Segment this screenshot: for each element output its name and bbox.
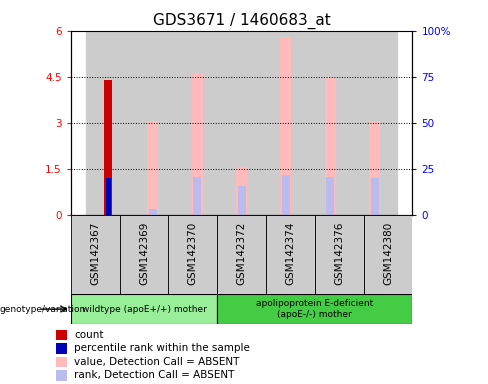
Text: count: count — [75, 330, 104, 340]
Bar — [217, 215, 266, 294]
Bar — [371, 178, 379, 215]
Bar — [131, 31, 175, 215]
Bar — [264, 31, 308, 215]
Text: GSM142369: GSM142369 — [139, 221, 149, 285]
Text: GSM142367: GSM142367 — [90, 221, 100, 285]
Bar — [56, 370, 67, 381]
Text: GSM142372: GSM142372 — [237, 221, 246, 285]
Bar — [236, 167, 247, 215]
Bar — [352, 31, 397, 215]
Bar — [106, 178, 111, 215]
Bar — [266, 215, 315, 294]
Bar — [149, 209, 157, 215]
Text: GSM142380: GSM142380 — [383, 221, 393, 285]
Bar — [364, 215, 412, 294]
Bar — [325, 77, 336, 215]
Bar — [175, 31, 220, 215]
Text: GSM142374: GSM142374 — [285, 221, 295, 285]
Text: apolipoprotein E-deficient
(apoE-/-) mother: apolipoprotein E-deficient (apoE-/-) mot… — [256, 300, 373, 319]
Text: percentile rank within the sample: percentile rank within the sample — [75, 343, 250, 354]
Bar — [56, 343, 67, 354]
Text: genotype/variation: genotype/variation — [0, 305, 86, 314]
Bar — [192, 74, 203, 215]
Text: value, Detection Call = ABSENT: value, Detection Call = ABSENT — [75, 357, 240, 367]
Bar — [326, 177, 334, 215]
Bar — [56, 329, 67, 340]
Title: GDS3671 / 1460683_at: GDS3671 / 1460683_at — [153, 13, 330, 29]
Text: wildtype (apoE+/+) mother: wildtype (apoE+/+) mother — [81, 305, 206, 314]
Bar — [281, 37, 291, 215]
Bar — [308, 31, 352, 215]
Bar — [217, 294, 412, 324]
Bar — [315, 215, 364, 294]
Bar — [220, 31, 264, 215]
Bar — [71, 294, 217, 324]
Bar — [282, 175, 290, 215]
Text: GSM142376: GSM142376 — [334, 221, 344, 285]
Bar — [238, 186, 245, 215]
Text: rank, Detection Call = ABSENT: rank, Detection Call = ABSENT — [75, 370, 235, 381]
Bar — [369, 121, 380, 215]
Bar — [193, 177, 201, 215]
Bar — [86, 31, 131, 215]
Bar — [168, 215, 217, 294]
Bar — [104, 80, 112, 215]
Bar — [147, 121, 159, 215]
Bar — [71, 215, 120, 294]
Bar — [56, 356, 67, 367]
Bar — [120, 215, 168, 294]
Text: GSM142370: GSM142370 — [188, 221, 198, 285]
